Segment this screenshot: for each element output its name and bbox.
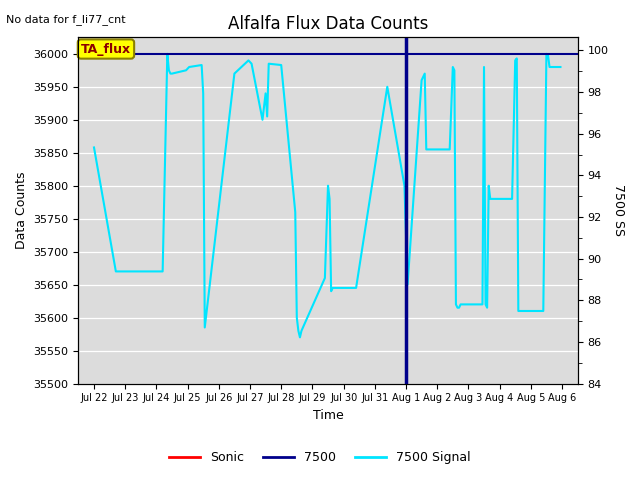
Text: TA_flux: TA_flux xyxy=(81,43,131,56)
Y-axis label: Data Counts: Data Counts xyxy=(15,172,28,249)
Legend: Sonic, 7500, 7500 Signal: Sonic, 7500, 7500 Signal xyxy=(164,446,476,469)
X-axis label: Time: Time xyxy=(312,409,344,422)
Y-axis label: 7500 SS: 7500 SS xyxy=(612,184,625,237)
Text: No data for f_li77_cnt: No data for f_li77_cnt xyxy=(6,14,126,25)
Title: Alfalfa Flux Data Counts: Alfalfa Flux Data Counts xyxy=(228,15,428,33)
